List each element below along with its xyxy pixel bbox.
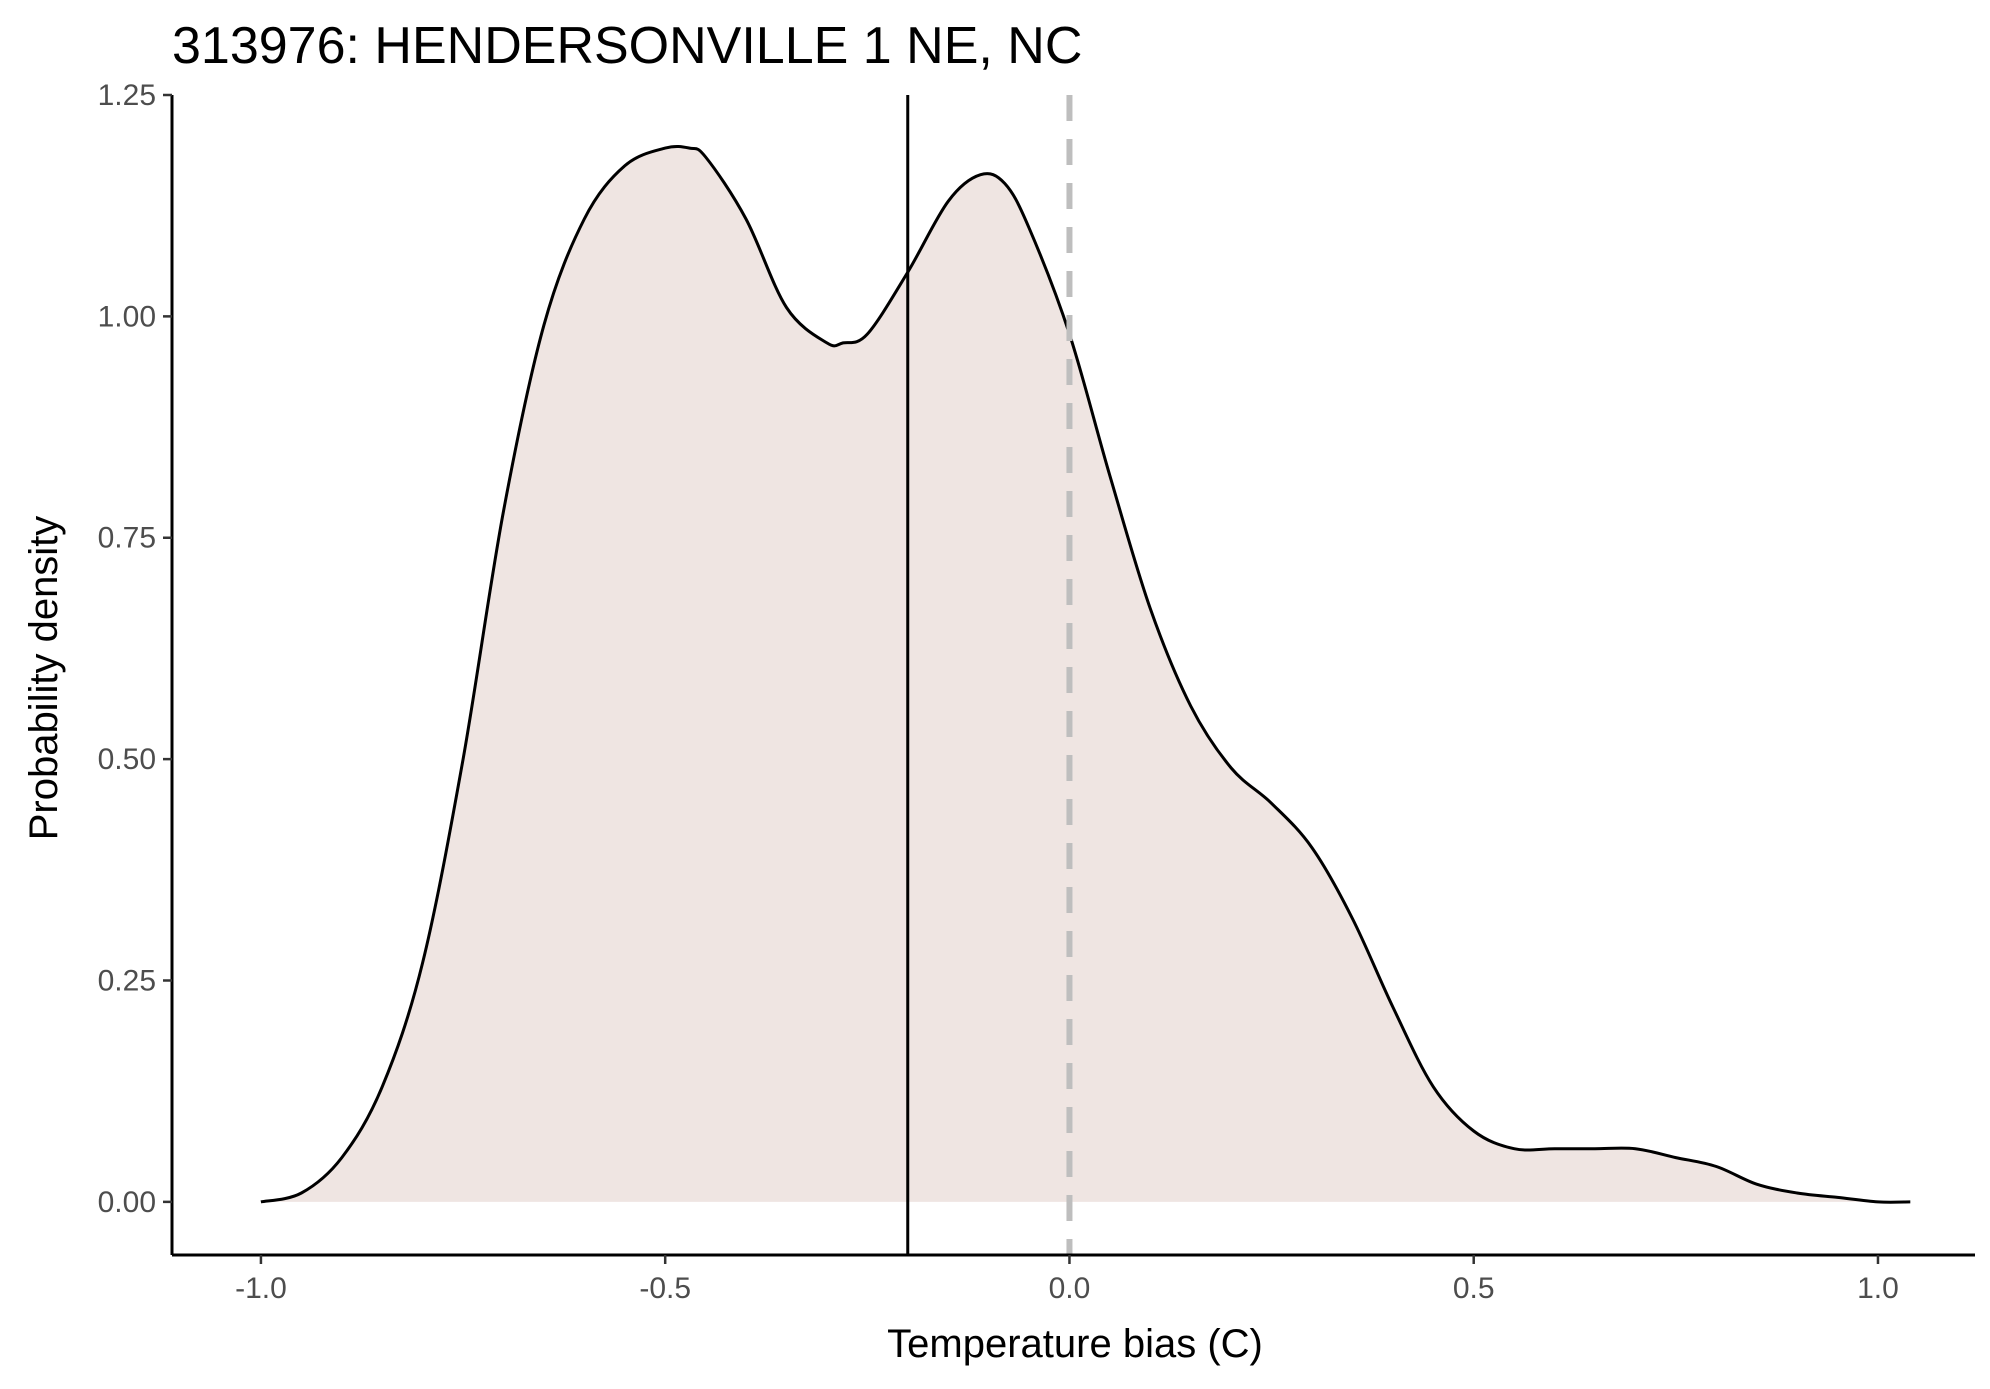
x-tick-label-4: 1.0 <box>1857 1272 1899 1305</box>
y-tick-label-1: 0.25 <box>98 964 156 997</box>
x-axis-title: Temperature bias (C) <box>887 1322 1263 1366</box>
density-area-0 <box>260 146 1911 1203</box>
y-tick-label-3: 0.75 <box>98 522 156 555</box>
axes: 0.00 0.25 0.50 0.75 1.00 1.25 -1.0 -0.5 0.0 0.5 1.… <box>98 79 1975 1305</box>
chart-title: 313976: HENDERSONVILLE 1 NE, NC <box>172 17 1082 75</box>
y-axis-title: Probability density <box>22 516 66 841</box>
density-line-0 <box>260 144 1911 1204</box>
x-tick-label-2: 0.0 <box>1049 1272 1091 1305</box>
plot-area <box>260 95 1911 1255</box>
x-tick-label-0: -1.0 <box>235 1272 287 1305</box>
y-tick-label-5: 1.25 <box>98 79 156 112</box>
y-tick-label-4: 1.00 <box>98 300 156 333</box>
y-tick-label-2: 0.50 <box>98 743 156 776</box>
x-tick-label-1: -0.5 <box>639 1272 691 1305</box>
y-tick-label-0: 0.00 <box>98 1186 156 1219</box>
x-tick-label-3: 0.5 <box>1453 1272 1495 1305</box>
